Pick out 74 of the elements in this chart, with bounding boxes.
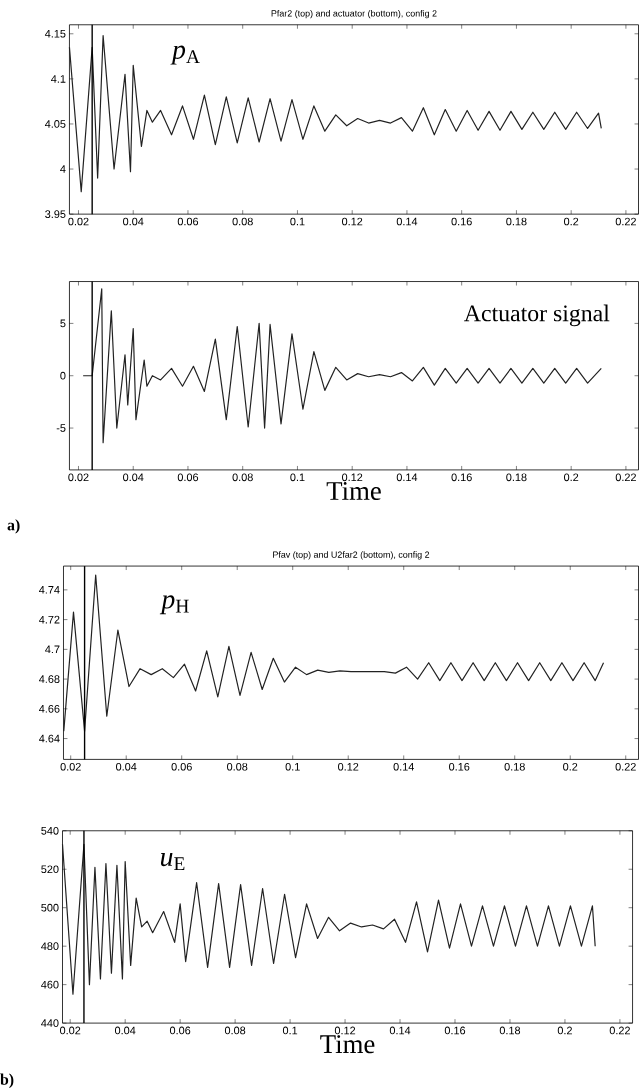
annotation: u$_{E}$ xyxy=(160,853,185,871)
y-tick-label: 3.95 xyxy=(44,210,66,218)
chart-title: Pfav (top) and U2far2 (bottom), config 2 xyxy=(272,551,429,560)
y-tick-label: 4.68 xyxy=(38,675,60,683)
y-tick-label: 460 xyxy=(40,980,59,989)
y-tick-label: 4.15 xyxy=(44,30,66,38)
x-axis-title: Time xyxy=(326,481,381,500)
y-tick-label: 480 xyxy=(40,942,59,951)
y-tick-label: -5 xyxy=(56,424,66,432)
annotation: Actuator signal xyxy=(463,304,610,327)
x-tick-label: 0.02 xyxy=(59,1026,81,1035)
x-tick-label: 0.22 xyxy=(609,1026,630,1035)
y-tick-label: 4.05 xyxy=(44,120,66,128)
x-tick-label: 0.12 xyxy=(334,1026,355,1035)
x-tick-label: 0.1 xyxy=(290,217,305,226)
x-tick-label: 0.06 xyxy=(169,1026,191,1035)
x-tick-label: 0.08 xyxy=(224,1026,246,1035)
x-tick-label: 0.12 xyxy=(341,217,363,226)
y-tick-label: 5 xyxy=(60,319,66,328)
y-tick-label: 500 xyxy=(41,903,59,912)
x-tick-label: 0.12 xyxy=(337,762,359,771)
y-tick-label: 4.64 xyxy=(38,734,60,743)
x-tick-label: 0.12 xyxy=(341,473,363,482)
x-tick-label: 0.02 xyxy=(68,473,89,482)
x-tick-label: 0.16 xyxy=(444,1026,465,1035)
x-tick-label: 0.1 xyxy=(282,1026,297,1035)
x-tick-label: 0.2 xyxy=(562,762,578,771)
annotation: p$_{A}$ xyxy=(170,45,200,65)
y-tick-label: 4.7 xyxy=(44,645,60,654)
x-tick-label: 0.06 xyxy=(171,762,192,771)
x-tick-label: 0.2 xyxy=(557,1026,572,1035)
x-tick-label: 0.02 xyxy=(60,762,81,771)
x-tick-label: 0.2 xyxy=(563,217,578,226)
y-tick-label: 4 xyxy=(59,165,66,173)
x-tick-label: 0.22 xyxy=(615,473,636,482)
y-tick-label: 4.66 xyxy=(38,704,60,713)
y-tick-label: 0 xyxy=(60,371,66,380)
x-tick-label: 0.08 xyxy=(232,217,253,226)
x-tick-label: 0.18 xyxy=(499,1026,520,1035)
x-tick-label: 0.06 xyxy=(177,473,198,482)
x-tick-label: 0.16 xyxy=(451,473,472,482)
x-tick-label: 0.16 xyxy=(448,762,470,771)
y-tick-label: 540 xyxy=(41,826,59,835)
x-tick-label: 0.18 xyxy=(506,473,527,482)
annotation: p$_{H}$ xyxy=(159,595,189,615)
x-tick-label: 0.22 xyxy=(615,217,636,226)
x-tick-label: 0.14 xyxy=(393,762,414,771)
x-tick-label: 0.2 xyxy=(563,473,578,482)
y-tick-label: 4.1 xyxy=(50,75,66,83)
x-tick-label: 0.08 xyxy=(226,762,248,771)
x-tick-label: 0.22 xyxy=(615,762,636,771)
x-tick-label: 0.04 xyxy=(115,762,137,771)
x-tick-label: 0.1 xyxy=(290,473,305,482)
x-tick-label: 0.02 xyxy=(68,217,89,226)
chart-title: Pfar2 (top) and actuator (bottom), config 2 xyxy=(271,9,437,19)
y-tick-label: 440 xyxy=(40,1019,59,1027)
x-tick-label: 0.08 xyxy=(232,473,253,482)
x-tick-label: 0.14 xyxy=(389,1026,411,1035)
x-axis-title: Time xyxy=(320,1035,375,1054)
x-tick-label: 0.14 xyxy=(396,473,417,482)
text: b) xyxy=(0,1073,14,1088)
x-tick-label: 0.18 xyxy=(506,217,527,226)
y-tick-label: 4.72 xyxy=(38,615,60,624)
x-tick-label: 0.04 xyxy=(122,473,144,482)
y-tick-label: 4.74 xyxy=(38,586,60,594)
x-tick-label: 0.16 xyxy=(451,217,472,226)
y-tick-label: 520 xyxy=(41,865,59,874)
x-tick-label: 0.14 xyxy=(396,217,417,226)
x-tick-label: 0.18 xyxy=(504,762,525,771)
x-tick-label: 0.04 xyxy=(114,1026,136,1035)
text: a) xyxy=(7,519,20,534)
x-tick-label: 0.1 xyxy=(285,762,300,771)
x-tick-label: 0.06 xyxy=(177,217,198,226)
x-tick-label: 0.04 xyxy=(122,217,144,226)
